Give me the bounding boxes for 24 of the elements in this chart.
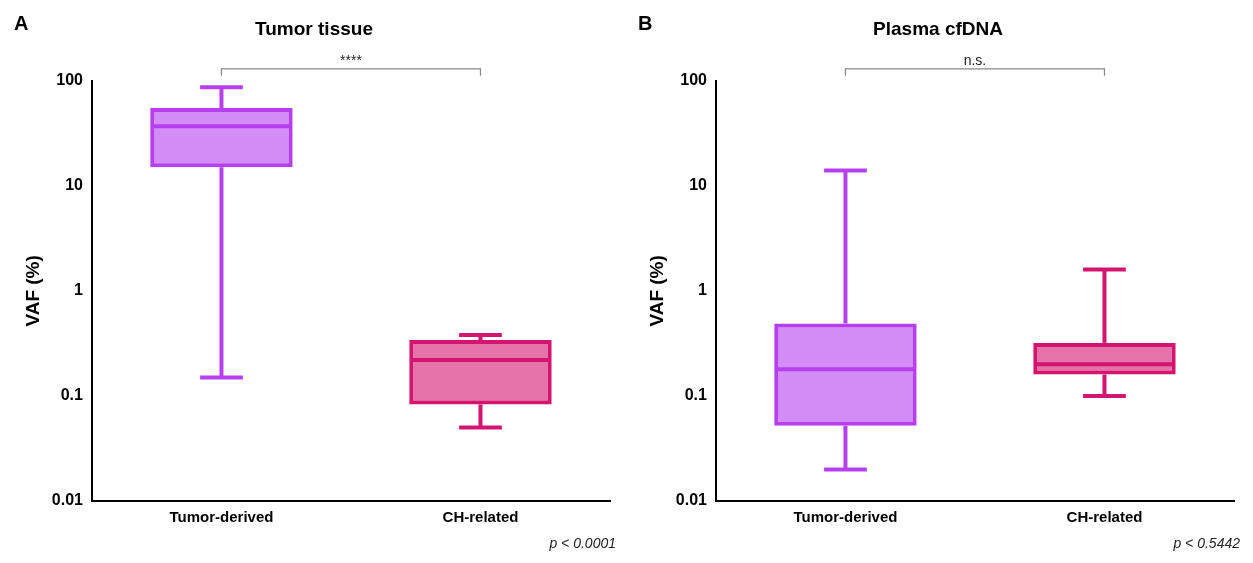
text: p < 0.5442 <box>1172 534 1241 551</box>
y-tick-label: 10 <box>689 176 708 194</box>
y-tick-label: 1 <box>698 281 708 299</box>
x-tick-label: CH-related <box>442 508 519 526</box>
y-tick-label: 0.1 <box>684 386 708 404</box>
y-tick-label: 0.01 <box>51 491 84 509</box>
text: **** <box>340 51 363 68</box>
text: p < 0.0001 <box>548 534 616 551</box>
text: A <box>14 11 29 34</box>
x-tick-label: Tumor-derived <box>169 508 274 526</box>
y-tick-label: 100 <box>56 71 84 89</box>
text: n.s. <box>963 51 987 68</box>
chart-title: Plasma cfDNA <box>873 17 1004 39</box>
y-axis-title: VAF (%) <box>645 255 667 327</box>
y-tick-label: 0.1 <box>60 386 84 404</box>
y-tick-label: 0.01 <box>675 491 708 509</box>
y-tick-label: 1 <box>74 281 84 299</box>
y-tick-label: 10 <box>65 176 84 194</box>
x-tick-label: CH-related <box>1066 508 1143 526</box>
text: B <box>638 11 653 34</box>
chart-title: Tumor tissue <box>255 17 373 39</box>
x-tick-label: Tumor-derived <box>793 508 898 526</box>
y-axis-title: VAF (%) <box>21 255 43 327</box>
y-tick-label: 100 <box>680 71 708 89</box>
